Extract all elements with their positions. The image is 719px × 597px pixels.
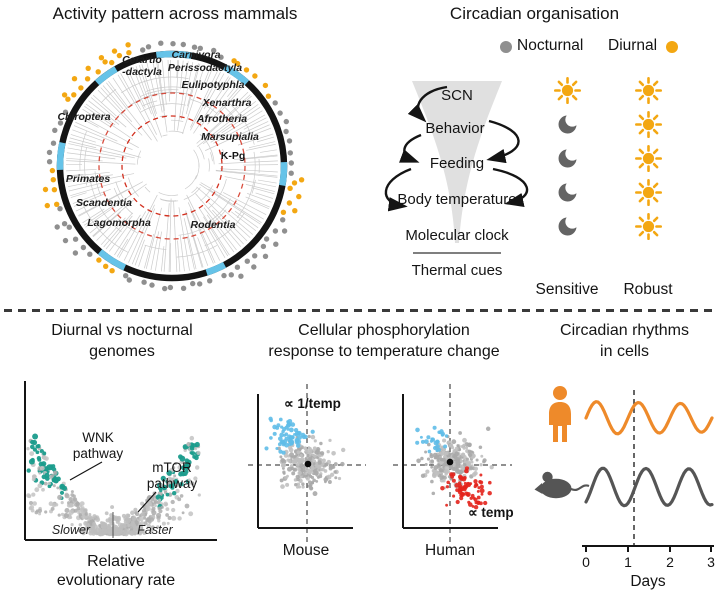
volcano-plot: WNK pathway mTOR pathway Slower Faster R… xyxy=(24,381,217,589)
sun-icon xyxy=(553,76,582,105)
xaxis-label-line1: Relative xyxy=(87,553,145,570)
tick-1: 1 xyxy=(624,554,632,570)
mouse-rhythm-wave xyxy=(584,466,714,508)
mouse-plot-label: Mouse xyxy=(283,542,330,559)
days-axis xyxy=(582,545,714,552)
diurnal-dot xyxy=(666,41,678,53)
panel-activity-pattern: Activity pattern across mammals Cetartio… xyxy=(5,0,345,306)
wnk-pathway-label-line1: WNK xyxy=(82,430,114,445)
human-rhythm-wave xyxy=(584,400,714,436)
human-scatter-points xyxy=(415,425,494,510)
section-divider xyxy=(4,309,715,312)
mtor-pathway-label-line1: mTOR xyxy=(152,460,192,475)
phospho-scatter-plots: ∝ 1/temp ∝ temp Mouse Human xyxy=(248,384,514,559)
genomes-title-line2: genomes xyxy=(89,343,155,360)
genomes-title-line1: Diurnal vs nocturnal xyxy=(51,322,193,339)
tick-2: 2 xyxy=(666,554,674,570)
human-silhouette-icon xyxy=(549,386,571,442)
pathway-callout-lines xyxy=(69,461,157,513)
sensitive-label: Sensitive xyxy=(535,281,599,298)
panel-title-activity: Activity pattern across mammals xyxy=(52,4,298,23)
mouse-scatter-points xyxy=(264,416,346,497)
clade-label: Scandentia xyxy=(76,197,132,209)
sun-icon xyxy=(634,76,663,105)
tick-0: 0 xyxy=(582,554,590,570)
legend-nocturnal-label: Nocturnal xyxy=(517,37,584,54)
flow-node-feeding: Feeding xyxy=(430,155,484,172)
funnel-shape xyxy=(412,81,502,243)
sun-icon xyxy=(634,144,663,173)
flow-node-behavior: Behavior xyxy=(425,120,484,137)
phylogenetic-tree xyxy=(42,40,305,292)
moon-icon xyxy=(558,217,577,236)
human-plot-label: Human xyxy=(425,542,475,559)
clade-label: Perissodactyla xyxy=(168,62,242,74)
flow-node-body-temperature: Body temperature xyxy=(397,191,516,208)
rhythms-title-line1: Circadian rhythms xyxy=(560,322,689,339)
clade-label: Carnivora xyxy=(171,49,220,61)
phospho-axes xyxy=(257,394,498,529)
flow-node-thermal-cues: Thermal cues xyxy=(412,262,503,279)
panel-phosphorylation: Cellular phosphorylation response to tem… xyxy=(240,316,528,597)
moon-icon xyxy=(558,149,577,168)
phospho-title-line2: response to temperature change xyxy=(268,343,500,360)
kpg-boundary-label: K-Pg xyxy=(221,150,246,162)
clade-label: Primates xyxy=(66,173,111,185)
nocturnal-dot xyxy=(500,41,512,53)
phospho-title-line1: Cellular phosphorylation xyxy=(298,322,470,339)
robust-label: Robust xyxy=(623,281,673,298)
flow-arrows xyxy=(384,85,529,212)
flow-node-molecular-clock: Molecular clock xyxy=(405,227,509,244)
panel-circadian-organisation: Circadian organisation Nocturnal Diurnal… xyxy=(350,0,719,306)
slower-label: Slower xyxy=(52,523,91,537)
legend-diurnal-label: Diurnal xyxy=(608,37,658,54)
panel-genomes: Diurnal vs nocturnal genomes WNK pathway… xyxy=(8,316,236,597)
inverse-temp-label: ∝ 1/temp xyxy=(284,396,341,411)
clade-label: Xenarthra xyxy=(201,97,251,109)
sun-icon xyxy=(634,110,663,139)
volcano-axes xyxy=(24,381,217,541)
panel-rhythms: Circadian rhythms in cells xyxy=(530,316,719,597)
faster-label: Faster xyxy=(137,523,173,537)
circadian-flow-diagram: SCN Behavior Feeding Body temperature Mo… xyxy=(384,81,529,279)
rhythms-title-line2: in cells xyxy=(600,343,649,360)
sun-icon xyxy=(634,212,663,241)
wnk-pathway-label-line2: pathway xyxy=(73,446,124,461)
flow-node-scn: SCN xyxy=(441,87,473,104)
clade-label: Eulipotyphla xyxy=(182,79,245,91)
volcano-scatter-points xyxy=(26,433,201,537)
temp-label: ∝ temp xyxy=(468,505,514,520)
moon-icon xyxy=(558,115,577,134)
clade-label: Rodentia xyxy=(191,219,236,231)
panel-title-circadian: Circadian organisation xyxy=(449,4,620,23)
mtor-pathway-label-line2: pathway xyxy=(147,476,198,491)
tick-3: 3 xyxy=(707,554,715,570)
mouse-silhouette-icon xyxy=(534,471,590,499)
clade-label: Lagomorpha xyxy=(87,217,151,229)
days-axis-label: Days xyxy=(630,573,666,590)
clade-label: Marsupialia xyxy=(201,131,259,143)
xaxis-label-line2: evolutionary rate xyxy=(57,572,175,589)
sun-icon xyxy=(634,178,663,207)
rhythms-figure: 0 1 2 3 Days xyxy=(534,386,715,590)
clade-label: Chiroptera xyxy=(57,111,110,123)
moon-icon xyxy=(558,183,577,202)
clade-label: Afrotheria xyxy=(196,113,247,125)
clade-label: Cetartio -dactyla xyxy=(122,54,162,78)
